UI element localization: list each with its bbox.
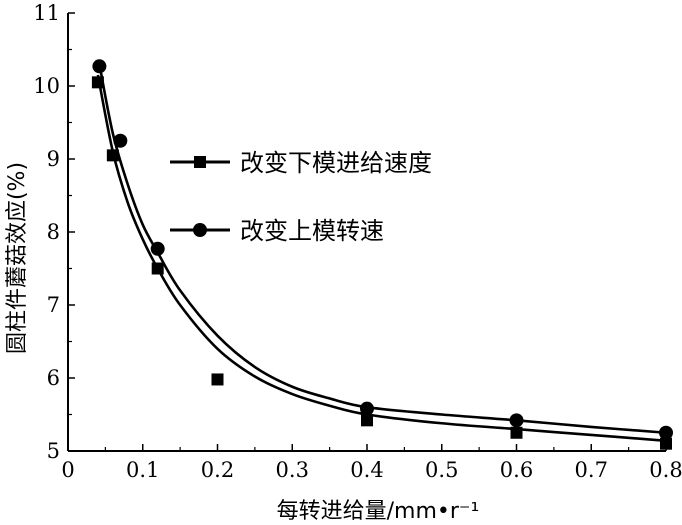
fit-curve-2	[98, 63, 667, 435]
legend-label-1: 改变下模进给速度	[240, 149, 432, 177]
x-tick-label: 0.4	[350, 458, 383, 482]
x-tick-label: 0	[61, 458, 74, 482]
x-tick-label: 0.3	[276, 458, 309, 482]
y-tick-label: 11	[33, 1, 60, 25]
square-marker	[91, 76, 104, 89]
square-marker	[660, 437, 672, 450]
x-tick-label: 0.7	[575, 458, 608, 482]
square-marker	[106, 149, 119, 162]
x-tick-label: 0.5	[425, 458, 458, 482]
y-tick-label: 7	[47, 293, 60, 317]
circle-marker	[92, 59, 107, 74]
axes: 0 0.1 0.2 0.3 0.4 0.5 0.6 0.7 0.8 5 6 7 8 9 10 11	[33, 1, 682, 482]
x-tick-label: 0.2	[201, 458, 234, 482]
circle-marker	[113, 133, 128, 148]
x-tick-label: 0.1	[126, 458, 159, 482]
x-tick-label: 0.6	[500, 458, 533, 482]
circle-marker	[360, 401, 374, 416]
square-marker	[211, 373, 224, 386]
circle-marker	[509, 413, 524, 428]
data-markers	[91, 59, 673, 450]
y-tick-label: 10	[33, 74, 60, 98]
fit-curve-1	[96, 74, 667, 443]
fit-curves	[96, 63, 667, 443]
x-tick-label: 0.8	[649, 458, 682, 482]
y-axis-label: 圆柱件蘑菇效应(%)	[5, 162, 30, 354]
square-marker	[510, 426, 523, 439]
square-marker	[361, 414, 373, 427]
y-tick-label: 5	[47, 439, 60, 463]
y-tick-label: 9	[47, 147, 60, 171]
legend-label-2: 改变上模转速	[240, 217, 384, 245]
y-tick-label: 6	[47, 366, 60, 390]
legend-circle-marker	[193, 223, 207, 237]
x-axis-label: 每转进给量/mm•r⁻¹	[277, 499, 480, 524]
square-marker	[151, 262, 164, 275]
y-tick-label: 8	[47, 220, 60, 244]
circle-marker	[659, 425, 673, 440]
circle-marker	[150, 241, 165, 256]
legend-square-marker	[194, 156, 206, 168]
